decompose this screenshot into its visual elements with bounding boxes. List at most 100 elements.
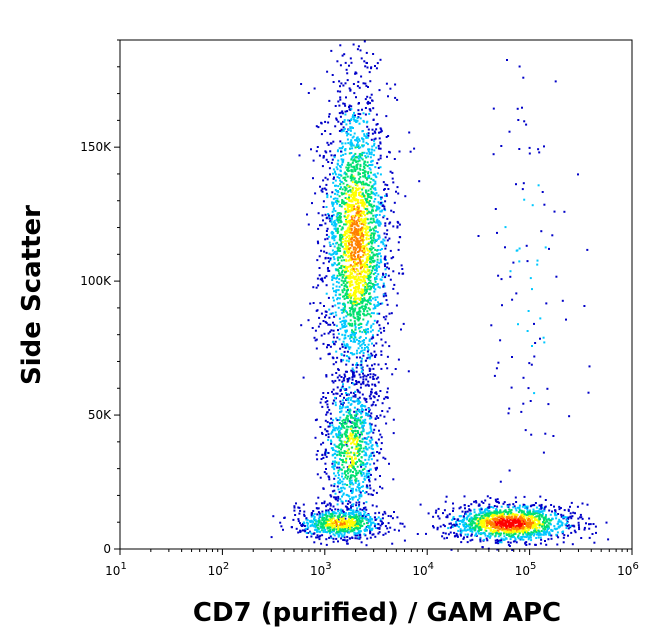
data-point <box>344 419 347 422</box>
data-point <box>346 539 349 542</box>
data-point <box>384 222 387 225</box>
data-point <box>353 261 356 264</box>
data-point <box>339 234 341 237</box>
data-point <box>352 43 355 46</box>
data-point <box>368 446 371 449</box>
data-point <box>392 256 395 259</box>
data-point <box>352 496 355 499</box>
data-point <box>370 93 373 96</box>
data-point <box>343 120 346 123</box>
data-point <box>356 537 359 540</box>
data-point <box>341 402 344 405</box>
data-point <box>356 447 359 450</box>
data-point <box>373 265 376 268</box>
data-point <box>346 477 349 480</box>
data-point <box>353 253 355 256</box>
data-point <box>343 452 345 455</box>
data-point <box>363 218 366 221</box>
data-point <box>359 534 362 537</box>
data-point <box>357 80 360 83</box>
data-point <box>398 529 400 532</box>
data-point <box>340 181 343 184</box>
data-point <box>359 335 362 338</box>
data-point <box>376 283 379 286</box>
data-point <box>341 399 344 402</box>
data-point <box>379 485 381 488</box>
data-point <box>339 250 342 252</box>
data-point <box>372 312 375 315</box>
data-point <box>377 237 380 240</box>
data-point <box>349 434 352 437</box>
data-point <box>379 433 382 436</box>
data-point <box>331 341 334 344</box>
data-point <box>299 522 301 525</box>
data-point <box>374 238 377 241</box>
data-point <box>344 334 347 337</box>
data-point <box>339 509 342 512</box>
data-point <box>290 526 293 529</box>
data-point <box>353 154 356 157</box>
data-point <box>331 263 334 266</box>
data-point <box>339 219 342 222</box>
data-point <box>361 204 364 207</box>
data-point <box>450 548 453 551</box>
data-point <box>385 115 388 118</box>
data-point <box>315 418 318 421</box>
data-point <box>337 306 340 309</box>
data-point <box>353 208 356 211</box>
data-point <box>496 538 499 541</box>
data-point <box>379 221 382 224</box>
data-point <box>341 323 343 326</box>
data-point <box>382 285 385 288</box>
data-point <box>365 328 368 331</box>
data-point <box>329 535 332 538</box>
data-point <box>386 217 389 220</box>
data-point <box>324 419 327 422</box>
data-point <box>547 518 550 521</box>
data-point <box>329 220 332 223</box>
data-point <box>345 417 348 420</box>
data-point <box>336 227 339 230</box>
data-point <box>365 260 368 262</box>
data-point <box>365 121 368 124</box>
data-point <box>369 279 372 282</box>
data-point <box>345 259 348 262</box>
data-point <box>366 161 369 164</box>
data-point <box>358 139 361 142</box>
data-point <box>351 200 354 203</box>
data-point <box>493 510 496 513</box>
data-point <box>352 246 355 249</box>
data-point <box>370 232 373 235</box>
data-point <box>337 249 340 252</box>
data-point <box>353 287 356 290</box>
data-point <box>373 428 376 431</box>
data-point <box>490 515 493 517</box>
data-point <box>359 239 362 242</box>
data-point <box>330 195 332 198</box>
data-point <box>349 309 352 312</box>
data-point <box>341 241 344 244</box>
data-point <box>341 528 344 531</box>
data-point <box>337 262 340 265</box>
data-point <box>509 510 512 513</box>
data-point <box>346 236 348 239</box>
data-point <box>342 418 345 421</box>
data-point <box>502 529 505 532</box>
data-point <box>355 513 358 516</box>
data-point <box>372 334 374 337</box>
data-point <box>354 249 357 252</box>
data-point <box>379 258 382 261</box>
data-point <box>386 239 389 242</box>
data-point <box>357 270 360 273</box>
data-point <box>373 149 376 152</box>
data-point <box>377 253 380 255</box>
data-point <box>326 344 329 346</box>
data-point <box>341 256 344 259</box>
data-point <box>372 336 375 339</box>
data-point <box>360 412 363 415</box>
data-point <box>360 416 362 419</box>
data-point <box>363 206 366 209</box>
data-point <box>372 322 375 325</box>
data-point <box>344 237 347 240</box>
data-point <box>345 443 348 446</box>
